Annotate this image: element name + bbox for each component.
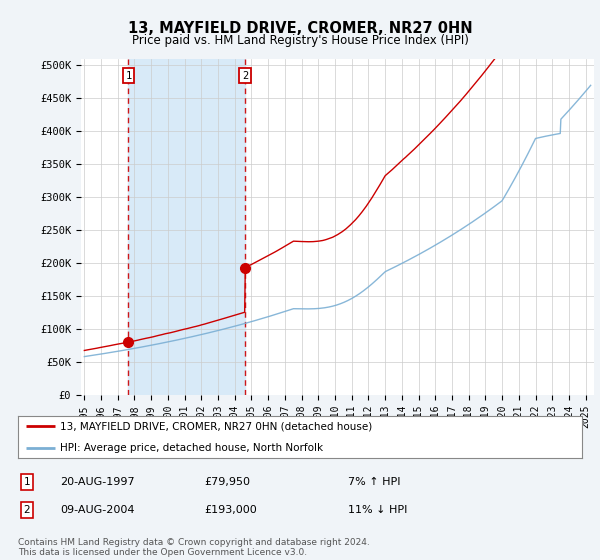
Text: 1: 1 <box>125 71 131 81</box>
Text: 09-AUG-2004: 09-AUG-2004 <box>60 505 134 515</box>
Text: £193,000: £193,000 <box>204 505 257 515</box>
Text: £79,950: £79,950 <box>204 477 250 487</box>
Text: 2: 2 <box>242 71 248 81</box>
Text: 20-AUG-1997: 20-AUG-1997 <box>60 477 134 487</box>
Text: HPI: Average price, detached house, North Norfolk: HPI: Average price, detached house, Nort… <box>60 444 323 453</box>
Text: 11% ↓ HPI: 11% ↓ HPI <box>348 505 407 515</box>
Text: 1: 1 <box>23 477 31 487</box>
Text: 13, MAYFIELD DRIVE, CROMER, NR27 0HN (detached house): 13, MAYFIELD DRIVE, CROMER, NR27 0HN (de… <box>60 421 373 431</box>
Text: Contains HM Land Registry data © Crown copyright and database right 2024.
This d: Contains HM Land Registry data © Crown c… <box>18 538 370 557</box>
Text: 7% ↑ HPI: 7% ↑ HPI <box>348 477 401 487</box>
Bar <box>128 59 245 395</box>
Text: Price paid vs. HM Land Registry's House Price Index (HPI): Price paid vs. HM Land Registry's House … <box>131 34 469 46</box>
Text: 13, MAYFIELD DRIVE, CROMER, NR27 0HN: 13, MAYFIELD DRIVE, CROMER, NR27 0HN <box>128 21 472 36</box>
Text: 2: 2 <box>23 505 31 515</box>
